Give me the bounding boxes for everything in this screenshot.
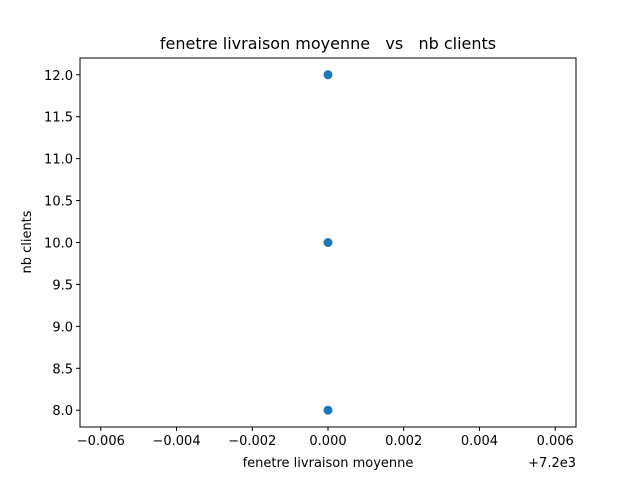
- x-axis-offset-label: +7.2e3: [528, 456, 576, 471]
- x-tick-label-1: −0.004: [152, 434, 200, 449]
- y-tick-label-0: 8.0: [52, 404, 73, 419]
- data-point-1: [323, 238, 333, 247]
- x-tick-label-6: 0.006: [537, 434, 574, 449]
- chart-title: fenetre livraison moyenne vs nb clients: [160, 34, 496, 53]
- y-tick-label-3: 9.5: [52, 278, 73, 293]
- y-tick-label-7: 11.5: [44, 111, 73, 126]
- y-axis-label: nb clients: [20, 210, 35, 273]
- y-tick-label-4: 10.0: [44, 237, 73, 252]
- x-axis-ticks: −0.006 −0.004 −0.002 0.000 0.002 0.004 0.006: [77, 427, 574, 449]
- y-tick-label-8: 12.0: [44, 69, 73, 84]
- data-point-2: [323, 70, 333, 80]
- x-tick-label-5: 0.004: [461, 434, 498, 449]
- x-tick-label-2: −0.002: [228, 434, 276, 449]
- y-tick-label-6: 11.0: [44, 153, 73, 168]
- y-tick-label-2: 9.0: [52, 320, 73, 335]
- x-tick-label-0: −0.006: [77, 434, 125, 449]
- data-points: [323, 70, 333, 415]
- y-tick-label-1: 8.5: [52, 362, 73, 377]
- y-axis-ticks: 8.0 8.5 9.0 9.5 10.0 10.5 11.0 11.5 12.0: [44, 69, 80, 419]
- x-axis-label: fenetre livraison moyenne: [243, 456, 414, 471]
- data-point-0: [323, 405, 333, 415]
- x-tick-label-4: 0.002: [385, 434, 422, 449]
- y-tick-label-5: 10.5: [44, 195, 73, 210]
- x-tick-label-3: 0.000: [309, 434, 346, 449]
- plot-frame: [79, 57, 577, 428]
